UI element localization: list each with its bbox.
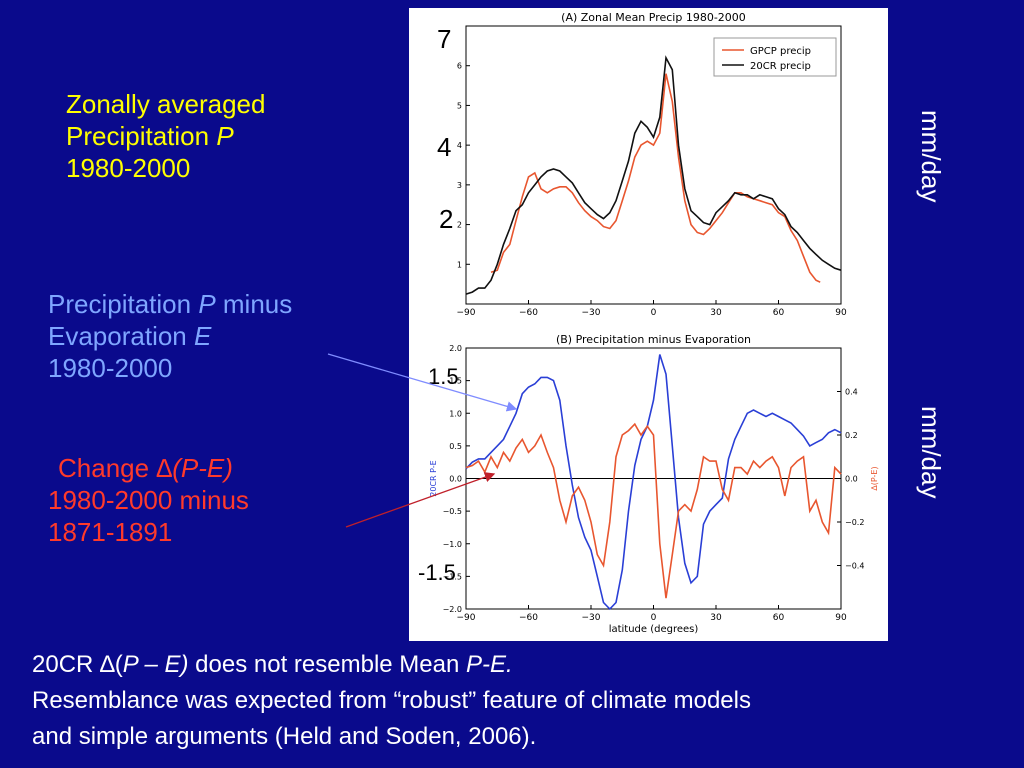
chartB-ytick-label: −2.0 bbox=[443, 605, 462, 614]
chartB-ytick-right-label: 0.4 bbox=[845, 388, 858, 397]
block3-line1: Change ∆(P-E) bbox=[58, 453, 233, 483]
block1-line3: 1980-2000 bbox=[66, 153, 191, 183]
chartB-ytick-label: 0.0 bbox=[449, 475, 462, 484]
chartA-xtick-label: −60 bbox=[519, 308, 538, 318]
chartB-xtick-label: −30 bbox=[582, 613, 601, 623]
chartA-legend-label-0: GPCP precip bbox=[750, 46, 811, 57]
chartA-ytick-label: 1 bbox=[457, 260, 462, 269]
bottom-line1: 20CR ∆(P – E) does not resemble Mean P-E… bbox=[32, 651, 513, 678]
chartB-ylabel-right: ∆(P-E) bbox=[870, 466, 879, 491]
units-top: mm/day bbox=[916, 110, 946, 203]
block2-line2: Evaporation E bbox=[48, 321, 212, 351]
bottom-line2: Resemblance was expected from “robust” f… bbox=[32, 687, 751, 714]
chartB-ytick-label: −1.5 bbox=[443, 572, 462, 581]
chartB-xtick-label: 90 bbox=[835, 613, 847, 623]
chartA-legend-label-1: 20CR precip bbox=[750, 61, 811, 72]
label-seven: 7 bbox=[437, 24, 452, 54]
block1-text: Zonally averaged Precipitation P 1980-20… bbox=[66, 88, 265, 184]
chartA-series-1 bbox=[465, 55, 842, 295]
label-two: 2 bbox=[439, 204, 454, 234]
chartA-xtick-label: −90 bbox=[457, 308, 476, 318]
label-four: 4 bbox=[437, 132, 452, 162]
block2-line3: 1980-2000 bbox=[48, 353, 173, 383]
chartA-series-0 bbox=[490, 73, 821, 283]
chartB-xtick-label: −60 bbox=[519, 613, 538, 623]
chartA-ytick-label: 4 bbox=[457, 141, 462, 150]
chartB-ytick-label: 1.0 bbox=[449, 409, 462, 418]
chartB-ytick-label: −1.0 bbox=[443, 540, 462, 549]
chartB-series-1 bbox=[465, 422, 842, 599]
chartB-ytick-right-label: 0.0 bbox=[845, 475, 858, 484]
chartA-xtick-label: 60 bbox=[773, 308, 785, 318]
chartA-xtick-label: 90 bbox=[835, 308, 847, 318]
label-m15: -1.5 bbox=[418, 560, 456, 585]
chart-panel: (A) Zonal Mean Precip 1980-2000 −90 −60 −30… bbox=[409, 8, 888, 641]
block3-line2: 1980-2000 minus bbox=[48, 485, 249, 515]
chartA-ytick-label: 6 bbox=[457, 62, 462, 71]
block3-line3: 1871-1891 bbox=[48, 517, 173, 547]
chartA-legend-box bbox=[713, 37, 837, 77]
chartA-ytick-label: 3 bbox=[457, 181, 462, 190]
chartB-ytick-label: 2.0 bbox=[449, 344, 462, 353]
chartB-xtick-label: 60 bbox=[773, 613, 785, 623]
label-p15: 1.5 bbox=[428, 364, 459, 389]
block2-line1: Precipitation P minus bbox=[48, 289, 293, 319]
block1-line2: Precipitation P bbox=[66, 121, 234, 151]
chartA-title: (A) Zonal Mean Precip 1980-2000 bbox=[561, 11, 746, 24]
chartA-ytick-label: 5 bbox=[457, 101, 462, 110]
chartB-ytick-label: −0.5 bbox=[443, 507, 462, 516]
bottom-text: 20CR ∆(P – E) does not resemble Mean P-E… bbox=[32, 647, 751, 755]
units-bottom: mm/day bbox=[916, 406, 946, 499]
chartB-xtick-label: 0 bbox=[651, 613, 657, 623]
bottom-line3: and simple arguments (Held and Soden, 20… bbox=[32, 723, 537, 750]
chartB-ytick-label: 0.5 bbox=[449, 442, 462, 451]
chartA-xtick-label: −30 bbox=[582, 308, 601, 318]
chartB-ytick-right-label: −0.4 bbox=[845, 562, 864, 571]
chartB-xtick-label: −90 bbox=[457, 613, 476, 623]
chartB-xtick-label: 30 bbox=[710, 613, 722, 623]
chartB-series-0 bbox=[465, 354, 842, 611]
block3-text: Change ∆(P-E) 1980-2000 minus 1871-1891 bbox=[48, 452, 249, 548]
chartA-ytick-label: 2 bbox=[457, 221, 462, 230]
chartB-ylabel-left: 20CR P-E bbox=[429, 460, 438, 496]
chartB-xlabel: latitude (degrees) bbox=[609, 624, 699, 635]
chartB-ytick-right-label: −0.2 bbox=[845, 518, 864, 527]
chartA-xtick-label: 30 bbox=[710, 308, 722, 318]
block1-line1: Zonally averaged bbox=[66, 89, 266, 119]
chartB-title: (B) Precipitation minus Evaporation bbox=[556, 333, 751, 346]
chartA-xtick-label: 0 bbox=[651, 308, 657, 318]
block2-text: Precipitation P minus Evaporation E 1980… bbox=[48, 288, 292, 384]
chartB-ytick-right-label: 0.2 bbox=[845, 431, 858, 440]
chart-svg: (A) Zonal Mean Precip 1980-2000 −90 −60 −30… bbox=[429, 11, 879, 635]
